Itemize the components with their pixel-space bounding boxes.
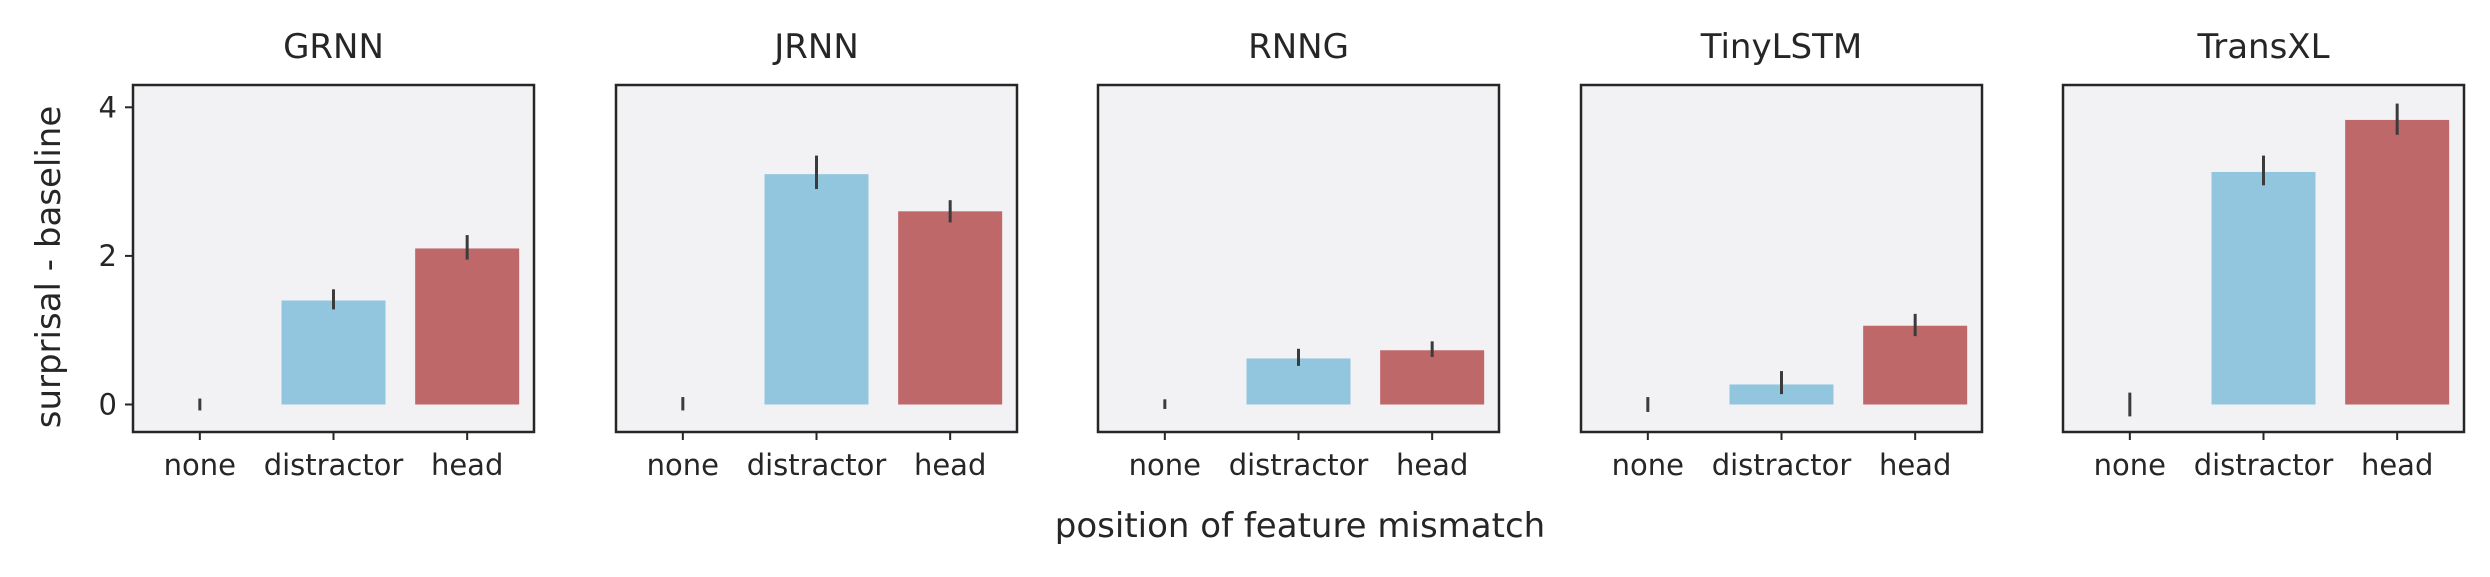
x-tick-label: distractor [264,448,404,482]
x-tick-label: none [647,448,719,482]
bar-distractor [1246,358,1351,405]
plot-frame [1096,83,1501,434]
bar-head [415,248,520,405]
panel-title: RNNG [1248,27,1349,67]
x-tick-label: head [1396,448,1468,482]
x-axis-label: position of feature mismatch [1055,506,1545,546]
y-tick-label: 0 [99,388,117,422]
x-tick-label: head [914,448,986,482]
panels: GRNN none distractor head 0 2 4 JRNN none distrac… [99,27,2466,482]
panel-rnng: RNNG none distractor head [1096,27,1501,482]
panel-grnn: GRNN none distractor head 0 2 4 [99,27,536,482]
panel-tinylstm: TinyLSTM none distractor head [1579,27,1984,482]
panel-title: JRNN [772,27,859,67]
bar-distractor [2211,171,2316,405]
bar-distractor [764,174,869,405]
x-tick-label: head [1879,448,1951,482]
x-tick-label: none [164,448,236,482]
plot-frame [2061,83,2466,434]
bar-distractor [1729,384,1834,405]
plot-frame [1579,83,1984,434]
plot-frame [614,83,1019,434]
x-tick-label: distractor [747,448,887,482]
y-tick-label: 2 [99,239,117,273]
x-tick-label: distractor [1712,448,1852,482]
x-tick-label: head [2361,448,2433,482]
panel-title: GRNN [283,27,384,67]
panel-title: TinyLSTM [1700,27,1862,67]
panel-title: TransXL [2196,27,2329,67]
x-tick-label: head [431,448,503,482]
bar-head [2345,119,2450,405]
y-tick-label: 4 [99,90,117,124]
bar-head [1380,350,1485,405]
x-tick-label: distractor [2194,448,2334,482]
y-axis-label: surprisal - baseline [29,106,69,429]
bar-head [898,211,1003,405]
x-tick-label: none [1612,448,1684,482]
bar-head [1863,325,1968,405]
x-tick-label: distractor [1229,448,1369,482]
x-tick-label: none [1129,448,1201,482]
bar-distractor [281,300,386,405]
plot-frame [131,83,536,434]
x-tick-label: none [2094,448,2166,482]
panel-transxl: TransXL none distractor head [2061,27,2466,482]
panel-jrnn: JRNN none distractor head [614,27,1019,482]
